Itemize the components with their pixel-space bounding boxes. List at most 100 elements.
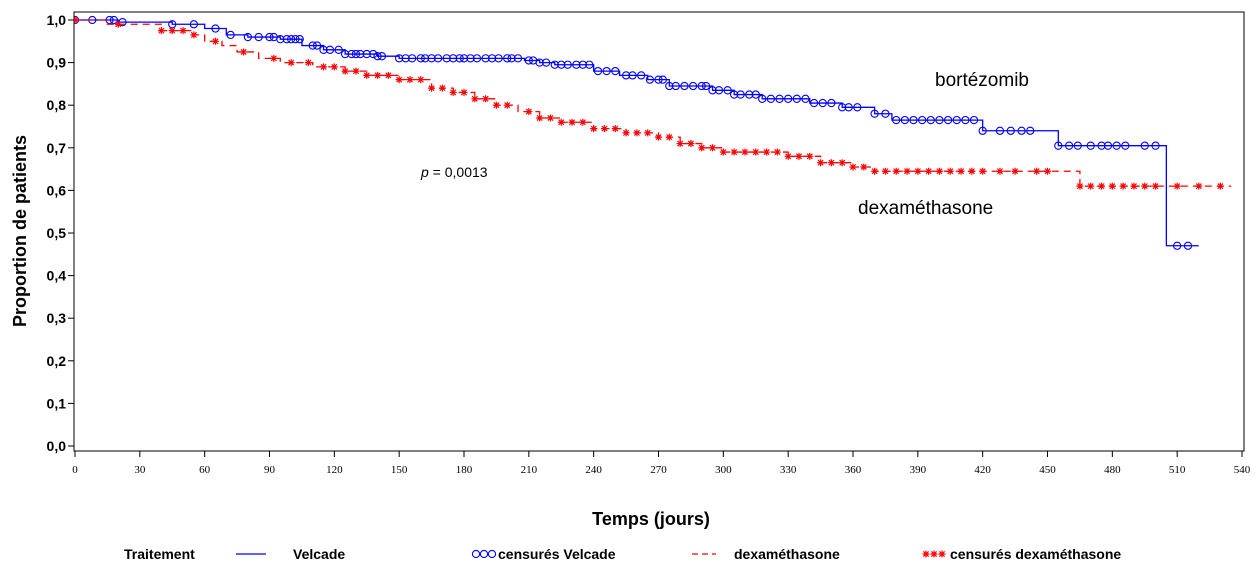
censored-point-dexamethasone (730, 148, 738, 156)
censored-point-dexamethasone (482, 95, 490, 103)
censored-point-dexamethasone (752, 148, 760, 156)
x-axis-label: Temps (jours) (592, 509, 710, 529)
censored-point-dexamethasone (881, 167, 889, 175)
censored-point-velcade (961, 115, 970, 125)
legend-censored-velcade-symbol (471, 549, 497, 559)
censored-point-dexamethasone (709, 144, 717, 152)
legend-item-censored-dexamethasone: censurés dexaméthasone (950, 546, 1121, 562)
censored-point-velcade (935, 115, 944, 125)
censored-point-dexamethasone (428, 84, 436, 92)
censored-point-dexamethasone (892, 167, 900, 175)
censored-point-dexamethasone (536, 114, 544, 122)
censored-point-velcade (291, 35, 300, 44)
legend-item-dexamethasone: dexaméthasone (734, 546, 840, 562)
y-tick-label: 1,0 (47, 12, 67, 28)
censored-point-dexamethasone (1098, 182, 1106, 190)
censored-point-dexamethasone (655, 133, 662, 141)
censored-point-dexamethasone (1119, 182, 1127, 190)
censored-point-dexamethasone (1173, 182, 1181, 190)
censored-point-dexamethasone (806, 152, 814, 160)
censored-point-velcade (585, 60, 594, 69)
legend-censored-dexamethasone-symbol (922, 550, 946, 558)
censored-point-velcade (295, 35, 304, 44)
censored-point-velcade (671, 81, 680, 91)
censored-point-velcade (723, 86, 732, 95)
censored-point-dexamethasone (665, 133, 673, 141)
censored-point-velcade (347, 49, 356, 59)
censored-point-velcade (356, 49, 365, 59)
censored-point-velcade (449, 54, 458, 63)
censored-point-velcade (535, 58, 544, 67)
p-value: = 0,0013 (429, 164, 488, 180)
censored-point-velcade (775, 94, 784, 103)
censored-point-dexamethasone (525, 108, 533, 116)
censored-point-dexamethasone (287, 59, 295, 67)
censored-point-velcade (1103, 141, 1113, 150)
censored-point-velcade (809, 98, 819, 108)
censored-point-dexamethasone (1076, 182, 1084, 190)
censored-point-velcade (503, 54, 512, 63)
censored-point-dexamethasone (363, 71, 371, 79)
censored-point-dexamethasone (374, 71, 382, 79)
censored-point-velcade (442, 54, 451, 63)
p-value-annotation: p = 0,0013 (420, 164, 488, 180)
censored-point-velcade (541, 58, 551, 67)
censored-point-velcade (658, 75, 667, 84)
censored-point-velcade (1017, 126, 1026, 135)
censored-point-velcade (377, 52, 387, 61)
censored-point-velcade (550, 60, 559, 69)
censored-point-velcade (736, 90, 745, 99)
censored-point-velcade (628, 71, 637, 80)
censored-point-dexamethasone (460, 88, 468, 96)
censored-point-velcade (593, 66, 603, 76)
censored-point-velcade (1173, 241, 1182, 250)
censored-point-velcade (1121, 141, 1130, 150)
censored-point-velcade (900, 115, 910, 125)
censored-point-velcade (243, 32, 253, 42)
censored-point-velcade (995, 126, 1005, 135)
censored-point-velcade (282, 35, 291, 44)
censored-point-velcade (792, 94, 801, 103)
censored-point-velcade (334, 45, 343, 54)
censored-point-dexamethasone (871, 167, 879, 175)
censored-point-velcade (286, 35, 296, 44)
censored-point-dexamethasone (1108, 182, 1116, 190)
censored-point-velcade (870, 109, 879, 118)
censored-point-dexamethasone (546, 114, 554, 122)
censored-point-dexamethasone (838, 159, 846, 167)
censored-point-dexamethasone (1141, 182, 1149, 190)
censored-point-velcade (801, 94, 810, 103)
censored-point-velcade (611, 66, 620, 76)
censored-point-velcade (276, 35, 285, 44)
y-tick-label: 0,4 (47, 268, 67, 284)
censored-point-velcade (943, 115, 953, 125)
censored-point-dexamethasone (1152, 182, 1160, 190)
censored-point-dexamethasone (179, 27, 187, 35)
legend-star-glyph (930, 550, 938, 558)
censored-point-velcade (853, 103, 862, 112)
censored-point-velcade (827, 98, 836, 108)
censored-point-dexamethasone (763, 148, 771, 156)
censored-point-velcade (745, 90, 754, 99)
censored-point-velcade (697, 81, 706, 91)
censored-point-dexamethasone (644, 129, 652, 137)
plot-area (74, 15, 1232, 250)
y-tick-label: 0,8 (47, 97, 67, 113)
censored-point-dexamethasone (74, 16, 79, 24)
censored-point-velcade (621, 71, 631, 80)
censored-point-velcade (1006, 126, 1015, 135)
censored-point-dexamethasone (622, 129, 630, 137)
censored-point-velcade (578, 60, 588, 69)
censored-point-velcade (572, 60, 581, 69)
x-tick-label: 480 (1104, 464, 1121, 476)
censored-point-dexamethasone (719, 148, 727, 156)
censored-point-dexamethasone (240, 48, 248, 56)
censored-point-velcade (407, 54, 417, 63)
x-tick-label: 420 (974, 464, 991, 476)
censored-point-velcade (881, 109, 890, 118)
x-tick-label: 90 (264, 464, 276, 476)
censored-point-velcade (952, 115, 961, 125)
x-axis: 0 30 60 90 120 150 180 210 240 270 300 330 360 390 420… (72, 451, 1251, 476)
censored-point-dexamethasone (795, 152, 803, 160)
censored-point-velcade (688, 81, 698, 91)
